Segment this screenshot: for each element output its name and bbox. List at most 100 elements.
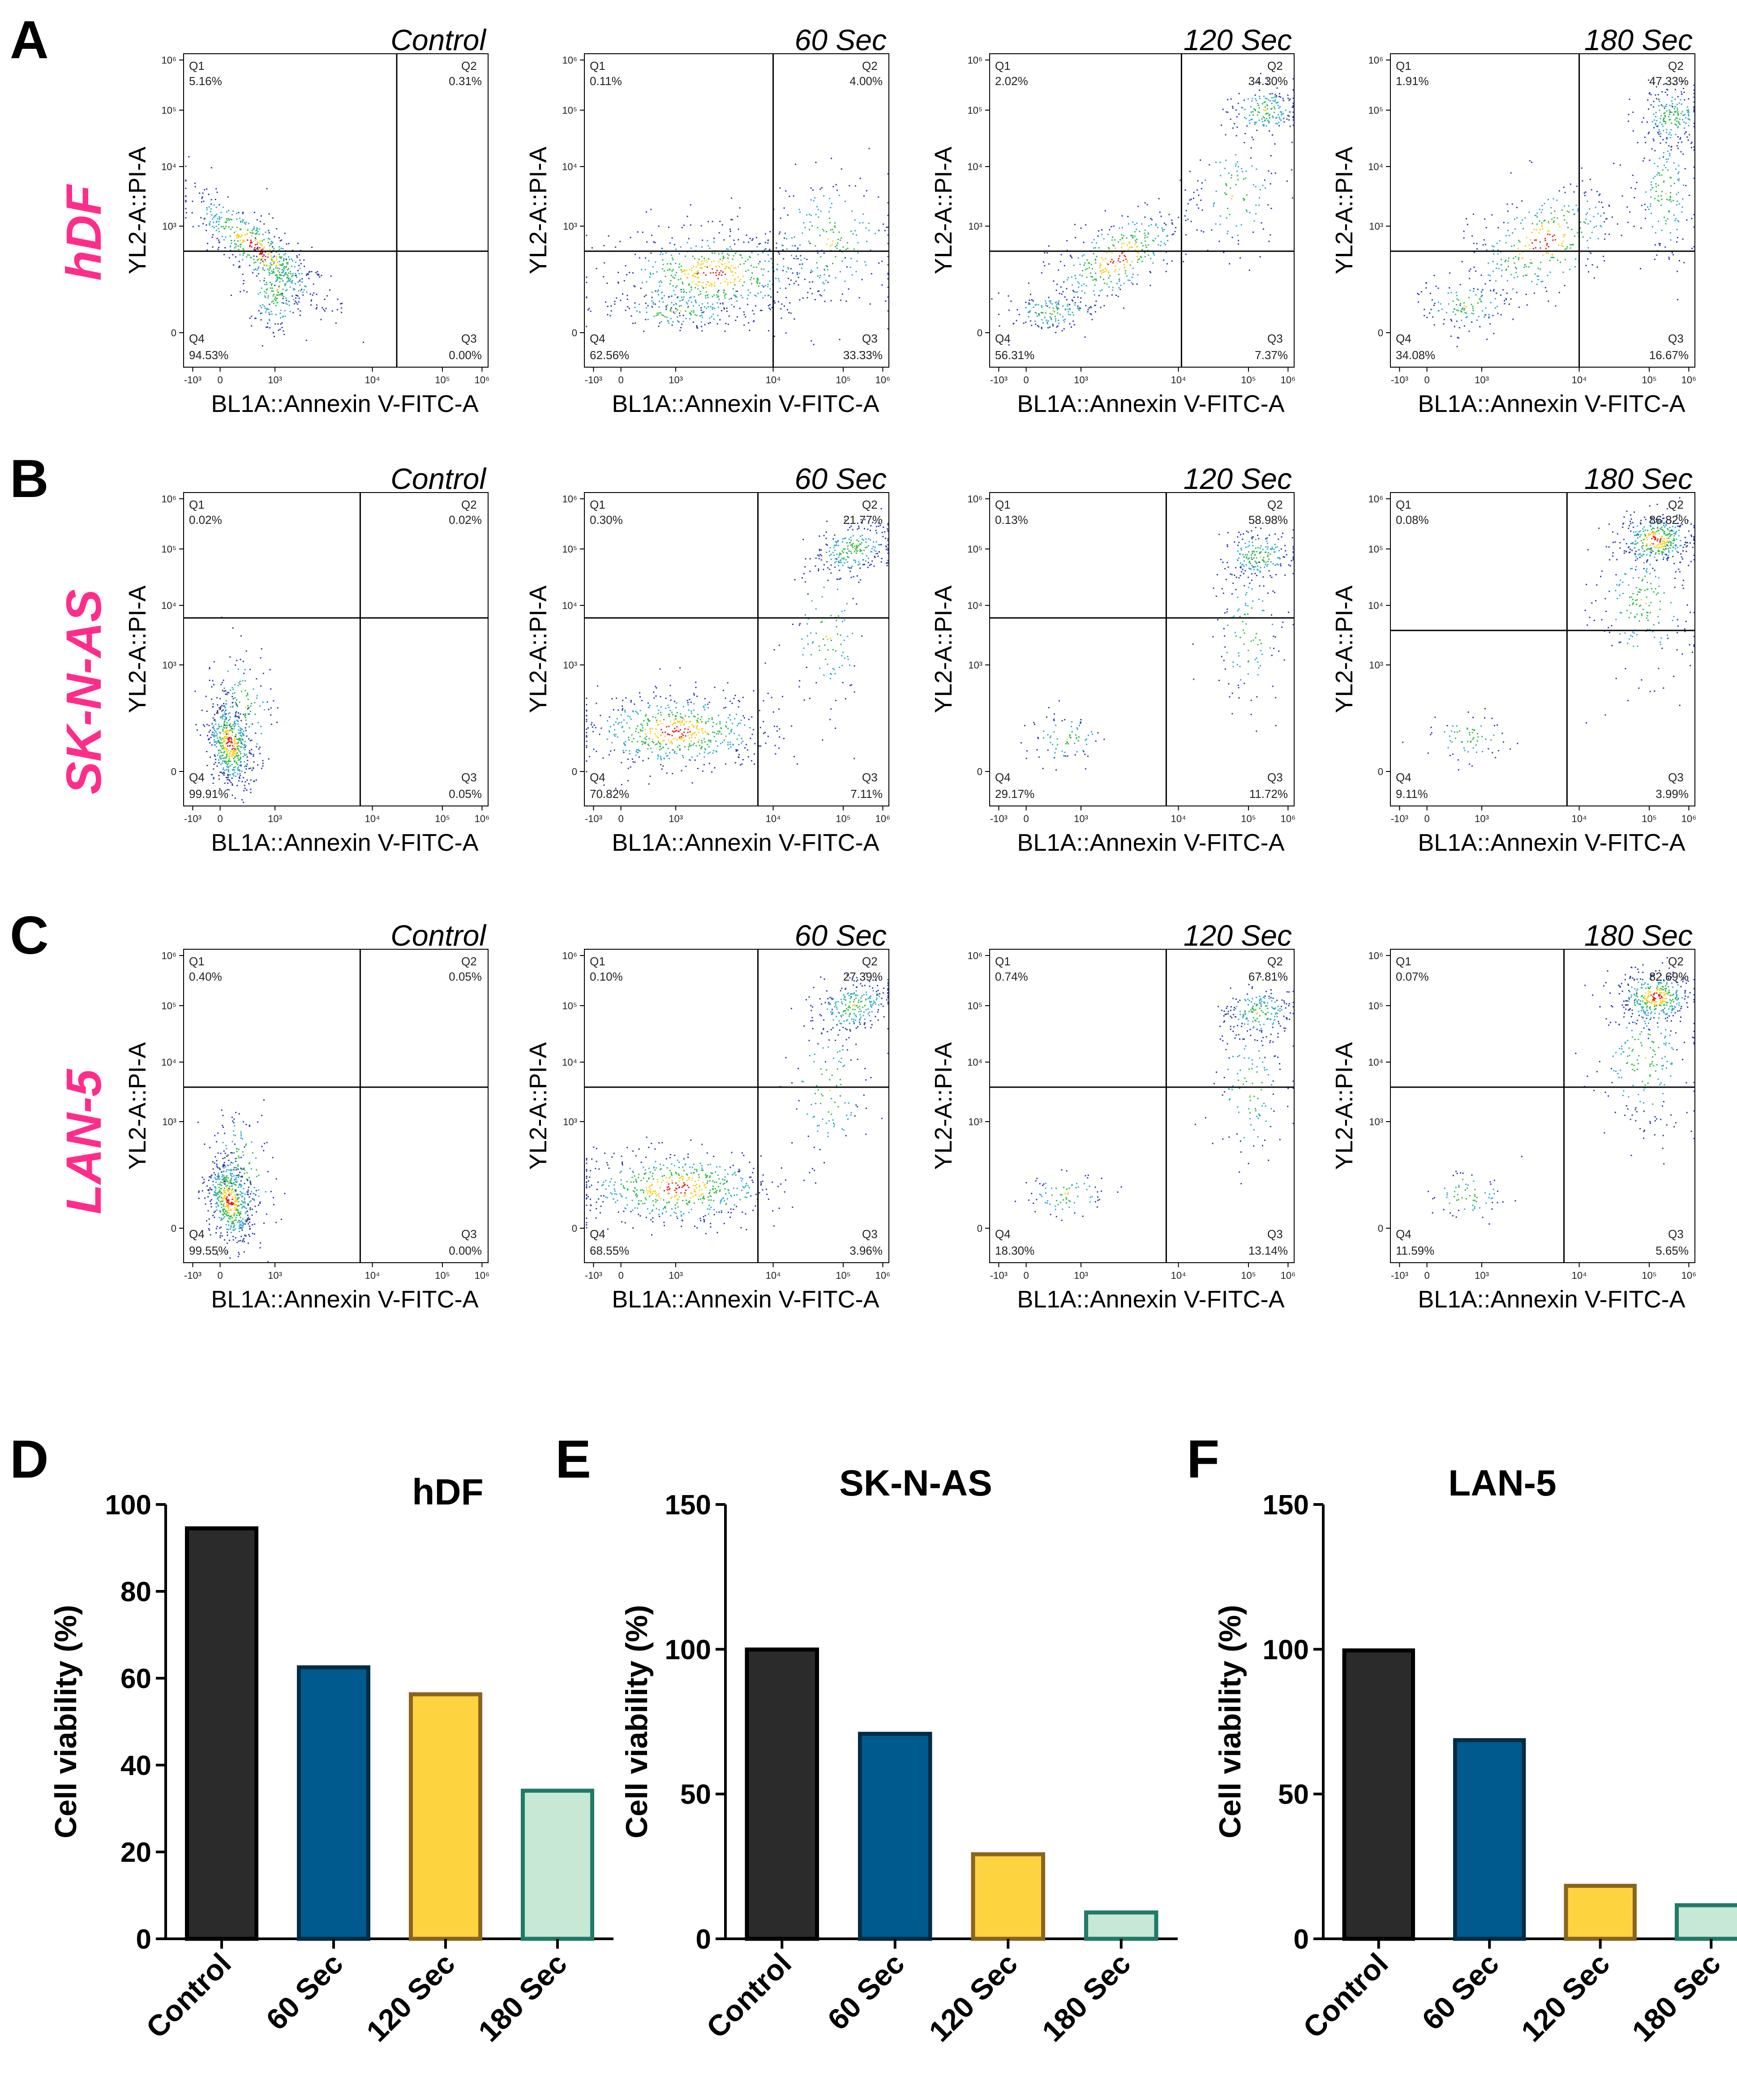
flow-event bbox=[1225, 159, 1227, 161]
flow-event bbox=[227, 779, 228, 780]
flow-event bbox=[689, 297, 691, 299]
flow-event bbox=[1121, 253, 1123, 254]
flow-event bbox=[1049, 307, 1051, 309]
flow-event bbox=[1666, 104, 1668, 105]
flow-event bbox=[1688, 111, 1690, 113]
flow-event bbox=[1454, 313, 1456, 315]
flow-event bbox=[682, 755, 683, 757]
flow-event bbox=[681, 271, 682, 273]
flow-event bbox=[1261, 118, 1263, 120]
flow-event bbox=[1280, 120, 1282, 121]
flow-event bbox=[1677, 118, 1678, 120]
flow-event bbox=[220, 706, 222, 707]
flow-event bbox=[887, 544, 889, 546]
flow-event bbox=[214, 754, 215, 756]
flow-event bbox=[667, 270, 669, 271]
flow-event bbox=[712, 221, 713, 223]
flow-event bbox=[1480, 291, 1482, 293]
flow-event bbox=[1135, 249, 1137, 251]
flow-event bbox=[262, 252, 263, 254]
flow-event bbox=[697, 768, 699, 769]
y-tick-label: 10⁵ bbox=[967, 105, 982, 116]
flow-event bbox=[1506, 203, 1508, 205]
flow-event bbox=[1459, 284, 1461, 286]
flow-event bbox=[1118, 257, 1119, 259]
flow-event bbox=[1682, 198, 1684, 200]
flow-event bbox=[1621, 235, 1622, 236]
flow-event bbox=[1516, 207, 1518, 208]
flow-event bbox=[648, 702, 649, 704]
flow-event bbox=[666, 317, 668, 318]
flow-event bbox=[679, 748, 681, 750]
flow-event bbox=[225, 236, 227, 238]
flow-event bbox=[652, 306, 653, 308]
flow-event bbox=[240, 741, 242, 743]
flow-event bbox=[820, 295, 822, 297]
flow-event bbox=[317, 274, 319, 276]
flow-event bbox=[1651, 187, 1653, 189]
flow-event bbox=[615, 788, 617, 789]
flow-event bbox=[216, 221, 218, 222]
flow-event bbox=[868, 223, 870, 224]
flow-event bbox=[226, 731, 228, 733]
x-tick-label: -10³ bbox=[1391, 374, 1408, 386]
flow-event bbox=[221, 217, 223, 219]
flow-event bbox=[649, 272, 651, 274]
flow-event bbox=[875, 550, 877, 552]
flow-event bbox=[316, 304, 317, 306]
flow-event bbox=[1038, 315, 1040, 316]
flow-event bbox=[648, 758, 649, 759]
quadrant-q3-value: 16.67% bbox=[1649, 348, 1689, 362]
flow-event bbox=[223, 749, 225, 750]
flow-event bbox=[280, 264, 282, 266]
flow-event bbox=[655, 728, 656, 730]
flow-event bbox=[1497, 306, 1498, 308]
flow-event bbox=[1144, 240, 1146, 242]
flow-event bbox=[778, 278, 780, 280]
flow-event bbox=[843, 558, 845, 560]
flow-event bbox=[658, 294, 660, 296]
y-tick-label: 10³ bbox=[162, 221, 176, 232]
flow-event bbox=[693, 726, 695, 728]
flow-event bbox=[212, 226, 214, 227]
flow-event bbox=[642, 730, 643, 732]
flow-event bbox=[1546, 252, 1548, 253]
flow-event bbox=[609, 731, 610, 733]
flow-event bbox=[642, 741, 644, 743]
flow-event bbox=[680, 716, 682, 718]
flow-event bbox=[283, 270, 284, 272]
flow-event bbox=[1501, 259, 1502, 261]
flow-event bbox=[719, 220, 721, 222]
flow-event bbox=[270, 252, 271, 253]
flow-event bbox=[1123, 307, 1124, 309]
flow-event bbox=[244, 744, 246, 746]
flow-event bbox=[248, 768, 250, 770]
flow-event bbox=[1129, 264, 1131, 266]
flow-event bbox=[696, 315, 698, 317]
flow-event bbox=[748, 322, 750, 324]
flow-event bbox=[219, 771, 221, 773]
flow-event bbox=[1583, 236, 1584, 238]
flow-event bbox=[1429, 312, 1431, 314]
flow-event bbox=[249, 265, 250, 266]
flow-event bbox=[661, 291, 663, 293]
flow-event bbox=[635, 711, 637, 712]
flow-event bbox=[1267, 204, 1269, 206]
flow-event bbox=[649, 276, 651, 278]
flow-event bbox=[636, 310, 638, 312]
flow-event bbox=[797, 247, 799, 249]
flow-event bbox=[852, 546, 854, 548]
flow-event bbox=[240, 246, 241, 248]
flow-event bbox=[805, 558, 806, 560]
flow-event bbox=[1546, 243, 1548, 244]
flow-event bbox=[1049, 316, 1051, 318]
flow-event bbox=[838, 554, 840, 556]
flow-event bbox=[1424, 315, 1425, 317]
flow-event bbox=[1664, 216, 1665, 218]
flow-event bbox=[233, 754, 235, 756]
flow-event bbox=[1093, 247, 1094, 249]
flow-event bbox=[267, 253, 269, 255]
flow-event bbox=[1270, 208, 1272, 209]
flow-event bbox=[1128, 223, 1129, 225]
flow-event bbox=[640, 287, 642, 289]
